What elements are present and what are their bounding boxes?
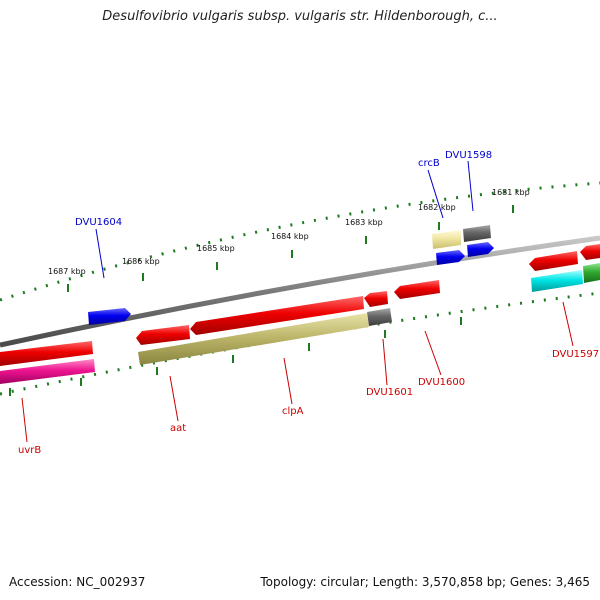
gene-label-dvu1600[interactable]: DVU1600 [418,377,465,388]
genome-summary-text: Topology: circular; Length: 3,570,858 bp… [260,575,590,589]
gene-label-dvu1597[interactable]: DVU1597 [552,349,599,360]
genome-backbone [0,235,600,348]
leader-line-dvu1604 [95,228,105,279]
map-title: Desulfovibrio vulgaris subsp. vulgaris s… [102,9,498,24]
gene-feature-red[interactable] [529,251,578,271]
gene-feature-red[interactable] [190,296,364,335]
accession-text: Accession: NC_002937 [9,575,146,589]
tick-track-inner [0,291,600,396]
gene-dvu1601-feature[interactable] [367,308,392,326]
tick-label-1681: 1681 kbp [492,188,530,197]
gene-clpa-feature[interactable] [138,313,369,365]
gene-label-dvu1598[interactable]: DVU1598 [445,150,492,161]
gene-aat-feature[interactable] [136,325,190,345]
gene-forward-feature[interactable] [436,250,465,265]
leader-line-dvu1601 [382,338,388,386]
gene-crcb-feature[interactable] [432,230,461,249]
gene-feature-green[interactable] [583,263,600,283]
tick-label-1683: 1683 kbp [345,218,383,227]
tick-label-1685: 1685 kbp [197,244,235,253]
leader-line-clpa [283,357,293,405]
leader-line-dvu1598 [467,160,474,212]
tick-label-1682: 1682 kbp [418,203,456,212]
tick-label-1684: 1684 kbp [271,232,309,241]
gene-feature-red[interactable] [580,244,600,260]
leader-lines-forward [95,160,474,279]
leader-line-uvrb [21,397,28,443]
gene-feature-red[interactable] [364,291,388,307]
gene-dvu1604-feature[interactable] [88,308,131,325]
gene-uvrb-feature[interactable] [0,341,93,366]
gene-dvu1598-feature[interactable] [463,225,491,242]
leader-lines-reverse [21,301,574,443]
gene-label-dvu1604[interactable]: DVU1604 [75,217,122,228]
leader-line-aat [169,375,179,422]
gene-feature-pink[interactable] [0,359,95,384]
leader-line-crcb [427,169,444,219]
gene-label-dvu1601[interactable]: DVU1601 [366,387,413,398]
gene-label-uvrb[interactable]: uvrB [18,445,41,456]
tick-label-1686: 1686 kbp [122,257,160,266]
gene-dvu1600-feature[interactable] [394,280,440,299]
gene-label-clpa[interactable]: clpA [282,406,304,417]
gene-label-crcb[interactable]: crcB [418,158,440,169]
gene-label-aat[interactable]: aat [170,423,186,434]
tick-label-1687: 1687 kbp [48,267,86,276]
major-ticks [9,205,514,396]
tick-track-outer [0,181,600,302]
leader-line-dvu1600 [424,330,442,376]
gene-dvu1597-feature[interactable] [531,270,583,292]
leader-line-dvu1597 [562,301,574,347]
gene-forward-feature[interactable] [467,242,494,257]
